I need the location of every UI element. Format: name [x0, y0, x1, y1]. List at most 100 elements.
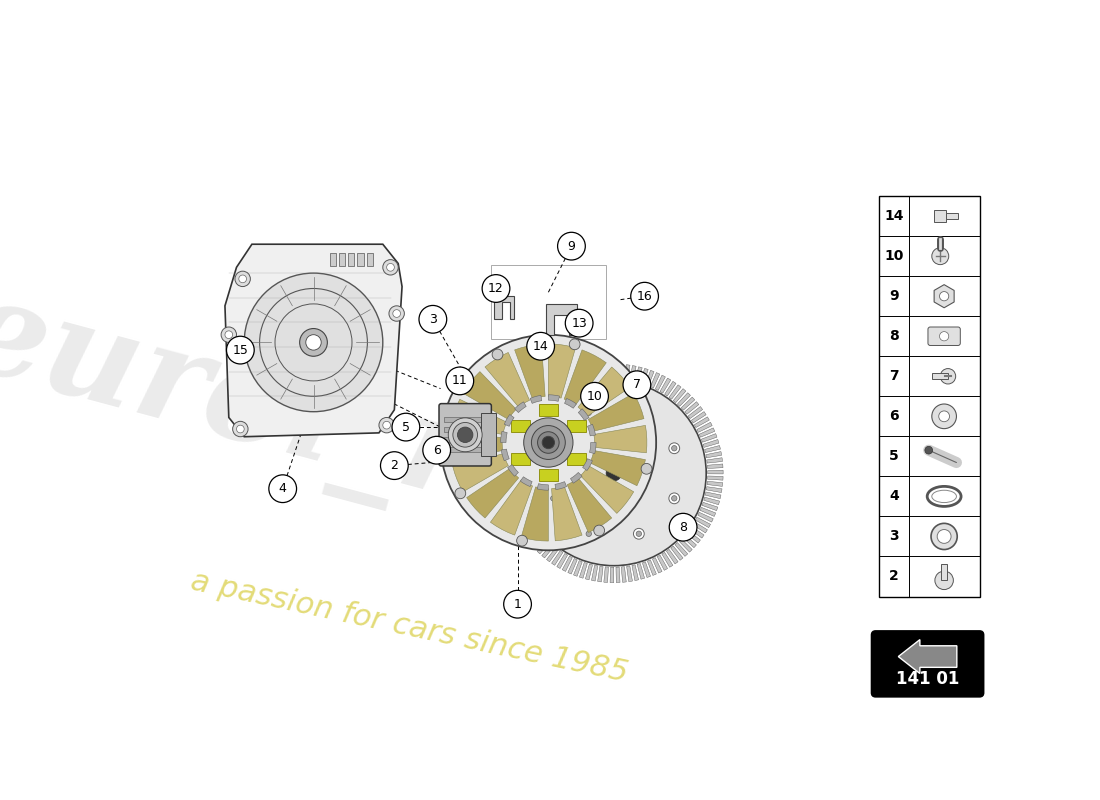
Polygon shape	[594, 426, 647, 453]
Polygon shape	[690, 526, 704, 538]
Text: a passion for cars since 1985: a passion for cars since 1985	[188, 566, 631, 688]
Polygon shape	[581, 466, 634, 514]
Circle shape	[221, 327, 236, 342]
Polygon shape	[705, 492, 720, 498]
Circle shape	[227, 336, 254, 364]
Circle shape	[235, 271, 251, 286]
Text: 9: 9	[889, 290, 899, 303]
Circle shape	[594, 525, 605, 536]
Polygon shape	[934, 285, 954, 308]
Circle shape	[387, 263, 395, 271]
Text: 16: 16	[637, 290, 652, 302]
Polygon shape	[556, 482, 566, 490]
Text: 7: 7	[632, 378, 641, 391]
Bar	[366, 254, 373, 266]
Polygon shape	[536, 394, 549, 408]
Circle shape	[524, 418, 573, 467]
Polygon shape	[707, 464, 723, 469]
Polygon shape	[706, 486, 722, 493]
Circle shape	[226, 331, 233, 338]
Polygon shape	[571, 473, 582, 483]
Polygon shape	[506, 454, 521, 460]
Polygon shape	[512, 420, 529, 433]
Polygon shape	[505, 478, 520, 482]
Text: 12: 12	[488, 282, 504, 295]
Polygon shape	[704, 497, 719, 505]
Polygon shape	[631, 565, 639, 581]
Circle shape	[935, 571, 954, 590]
Polygon shape	[642, 562, 650, 578]
FancyBboxPatch shape	[871, 631, 983, 697]
Polygon shape	[500, 431, 507, 442]
Polygon shape	[694, 417, 710, 427]
Polygon shape	[564, 398, 576, 408]
Polygon shape	[508, 499, 525, 507]
Polygon shape	[571, 371, 580, 386]
Polygon shape	[697, 422, 712, 432]
Circle shape	[306, 334, 321, 350]
Text: 2: 2	[390, 459, 398, 472]
Polygon shape	[595, 365, 601, 381]
Circle shape	[634, 528, 645, 539]
Polygon shape	[524, 409, 538, 420]
Polygon shape	[564, 350, 606, 405]
Circle shape	[570, 339, 580, 350]
Polygon shape	[548, 344, 575, 398]
Polygon shape	[502, 449, 509, 461]
Polygon shape	[679, 538, 692, 552]
Polygon shape	[539, 404, 558, 416]
Polygon shape	[583, 367, 591, 383]
Circle shape	[583, 407, 594, 418]
Circle shape	[565, 310, 593, 337]
Polygon shape	[578, 367, 630, 417]
Polygon shape	[602, 364, 606, 380]
Polygon shape	[515, 425, 530, 434]
Polygon shape	[693, 522, 707, 533]
Bar	[330, 254, 336, 266]
Circle shape	[551, 446, 556, 451]
Polygon shape	[530, 395, 541, 403]
Text: 2: 2	[889, 570, 899, 583]
Polygon shape	[707, 470, 723, 474]
Circle shape	[641, 463, 652, 474]
Polygon shape	[531, 399, 544, 412]
Circle shape	[383, 260, 398, 275]
Text: 10: 10	[586, 390, 603, 403]
Polygon shape	[578, 369, 585, 385]
Circle shape	[548, 493, 559, 504]
Circle shape	[669, 493, 680, 504]
Polygon shape	[657, 555, 668, 570]
Polygon shape	[517, 419, 532, 430]
Polygon shape	[568, 453, 585, 465]
Bar	[358, 254, 363, 266]
Bar	[339, 254, 345, 266]
Polygon shape	[648, 560, 657, 575]
Polygon shape	[590, 450, 646, 486]
Circle shape	[579, 438, 648, 508]
Circle shape	[444, 411, 455, 422]
Circle shape	[446, 367, 474, 394]
Text: 11: 11	[452, 374, 468, 387]
Polygon shape	[703, 439, 719, 447]
Circle shape	[504, 590, 531, 618]
Polygon shape	[697, 512, 713, 522]
Text: 3: 3	[429, 313, 437, 326]
Polygon shape	[560, 376, 571, 391]
Polygon shape	[635, 367, 642, 382]
Circle shape	[482, 274, 510, 302]
Polygon shape	[607, 364, 612, 379]
Polygon shape	[485, 353, 529, 407]
Polygon shape	[491, 480, 532, 535]
Polygon shape	[686, 530, 701, 543]
Polygon shape	[573, 561, 582, 576]
Circle shape	[939, 332, 948, 341]
Circle shape	[236, 425, 244, 433]
Text: 8: 8	[679, 521, 688, 534]
Polygon shape	[685, 402, 698, 414]
Polygon shape	[508, 442, 524, 450]
Polygon shape	[466, 468, 519, 518]
Circle shape	[932, 404, 957, 429]
Polygon shape	[621, 566, 626, 582]
Circle shape	[631, 386, 641, 397]
Polygon shape	[453, 454, 508, 492]
